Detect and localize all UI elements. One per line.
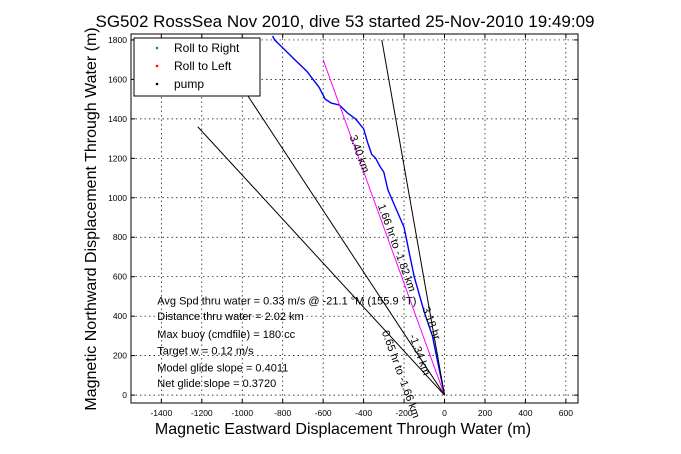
reference-lines — [197, 39, 445, 396]
y-tick-label: 1800 — [108, 35, 127, 45]
annotation-text: Max buoy (cmdfile) = 180 cc — [157, 329, 295, 341]
legend: Roll to Right Roll to Left pump — [133, 37, 261, 97]
grid-lines — [131, 34, 578, 403]
legend-marker — [155, 82, 159, 86]
y-tick-label: 0 — [122, 390, 127, 400]
reference-line — [197, 126, 445, 396]
series-line — [322, 59, 445, 396]
annotation-text: Target w = 0.12 m/s — [157, 346, 254, 358]
reference-line — [381, 39, 445, 396]
reference-line — [241, 87, 445, 396]
x-tick-label: -1200 — [191, 408, 213, 418]
y-tick-label: 200 — [113, 351, 127, 361]
x-axis-ticks: -1400 -1200 -1000 -800 -600 -400 -200 0 200 400 60… — [150, 34, 573, 418]
legend-items: Roll to Right Roll to Left pump — [155, 41, 240, 91]
legend-label: Roll to Left — [174, 59, 232, 73]
data-series — [271, 35, 446, 396]
plot-border — [130, 33, 579, 404]
legend-marker — [155, 46, 159, 50]
y-tick-label: 400 — [113, 311, 127, 321]
y-tick-label: 1400 — [108, 114, 127, 124]
y-axis-ticks: 0 200 400 600 800 1000 1200 1400 1600 1800 — [108, 35, 578, 400]
annotation-text: Model glide slope = 0.4011 — [157, 362, 288, 374]
y-axis-label: Magnetic Northward Displacement Through … — [83, 27, 100, 410]
x-tick-label: 200 — [478, 408, 492, 418]
x-tick-label: -600 — [315, 408, 332, 418]
legend-label: pump — [174, 77, 204, 91]
y-tick-label: 1600 — [108, 74, 127, 84]
legend-box — [133, 37, 261, 97]
x-tick-label: 600 — [559, 408, 573, 418]
x-tick-label: 400 — [518, 408, 532, 418]
annotation-text: Net glide slope = 0.3720 — [157, 378, 276, 390]
y-tick-label: 1000 — [108, 193, 127, 203]
legend-label: Roll to Right — [174, 41, 240, 55]
annotation-text: Distance thru water = 2.02 km — [157, 311, 303, 323]
x-tick-label: 0 — [442, 408, 447, 418]
y-tick-label: 600 — [113, 272, 127, 282]
y-tick-label: 1200 — [108, 153, 127, 163]
x-tick-label: -1000 — [231, 408, 253, 418]
series-line — [271, 35, 446, 396]
x-tick-label: -400 — [355, 408, 372, 418]
x-tick-label: -800 — [274, 408, 291, 418]
chart-title: SG502 RossSea Nov 2010, dive 53 started … — [96, 12, 595, 31]
annotation-text: Avg Spd thru water = 0.33 m/s @ -21.1 °M… — [157, 295, 416, 307]
x-axis-label: Magnetic Eastward Displacement Through W… — [155, 421, 531, 438]
x-tick-label: -200 — [396, 408, 413, 418]
legend-marker — [155, 64, 159, 68]
y-tick-label: 800 — [113, 232, 127, 242]
x-tick-label: -1400 — [150, 408, 172, 418]
